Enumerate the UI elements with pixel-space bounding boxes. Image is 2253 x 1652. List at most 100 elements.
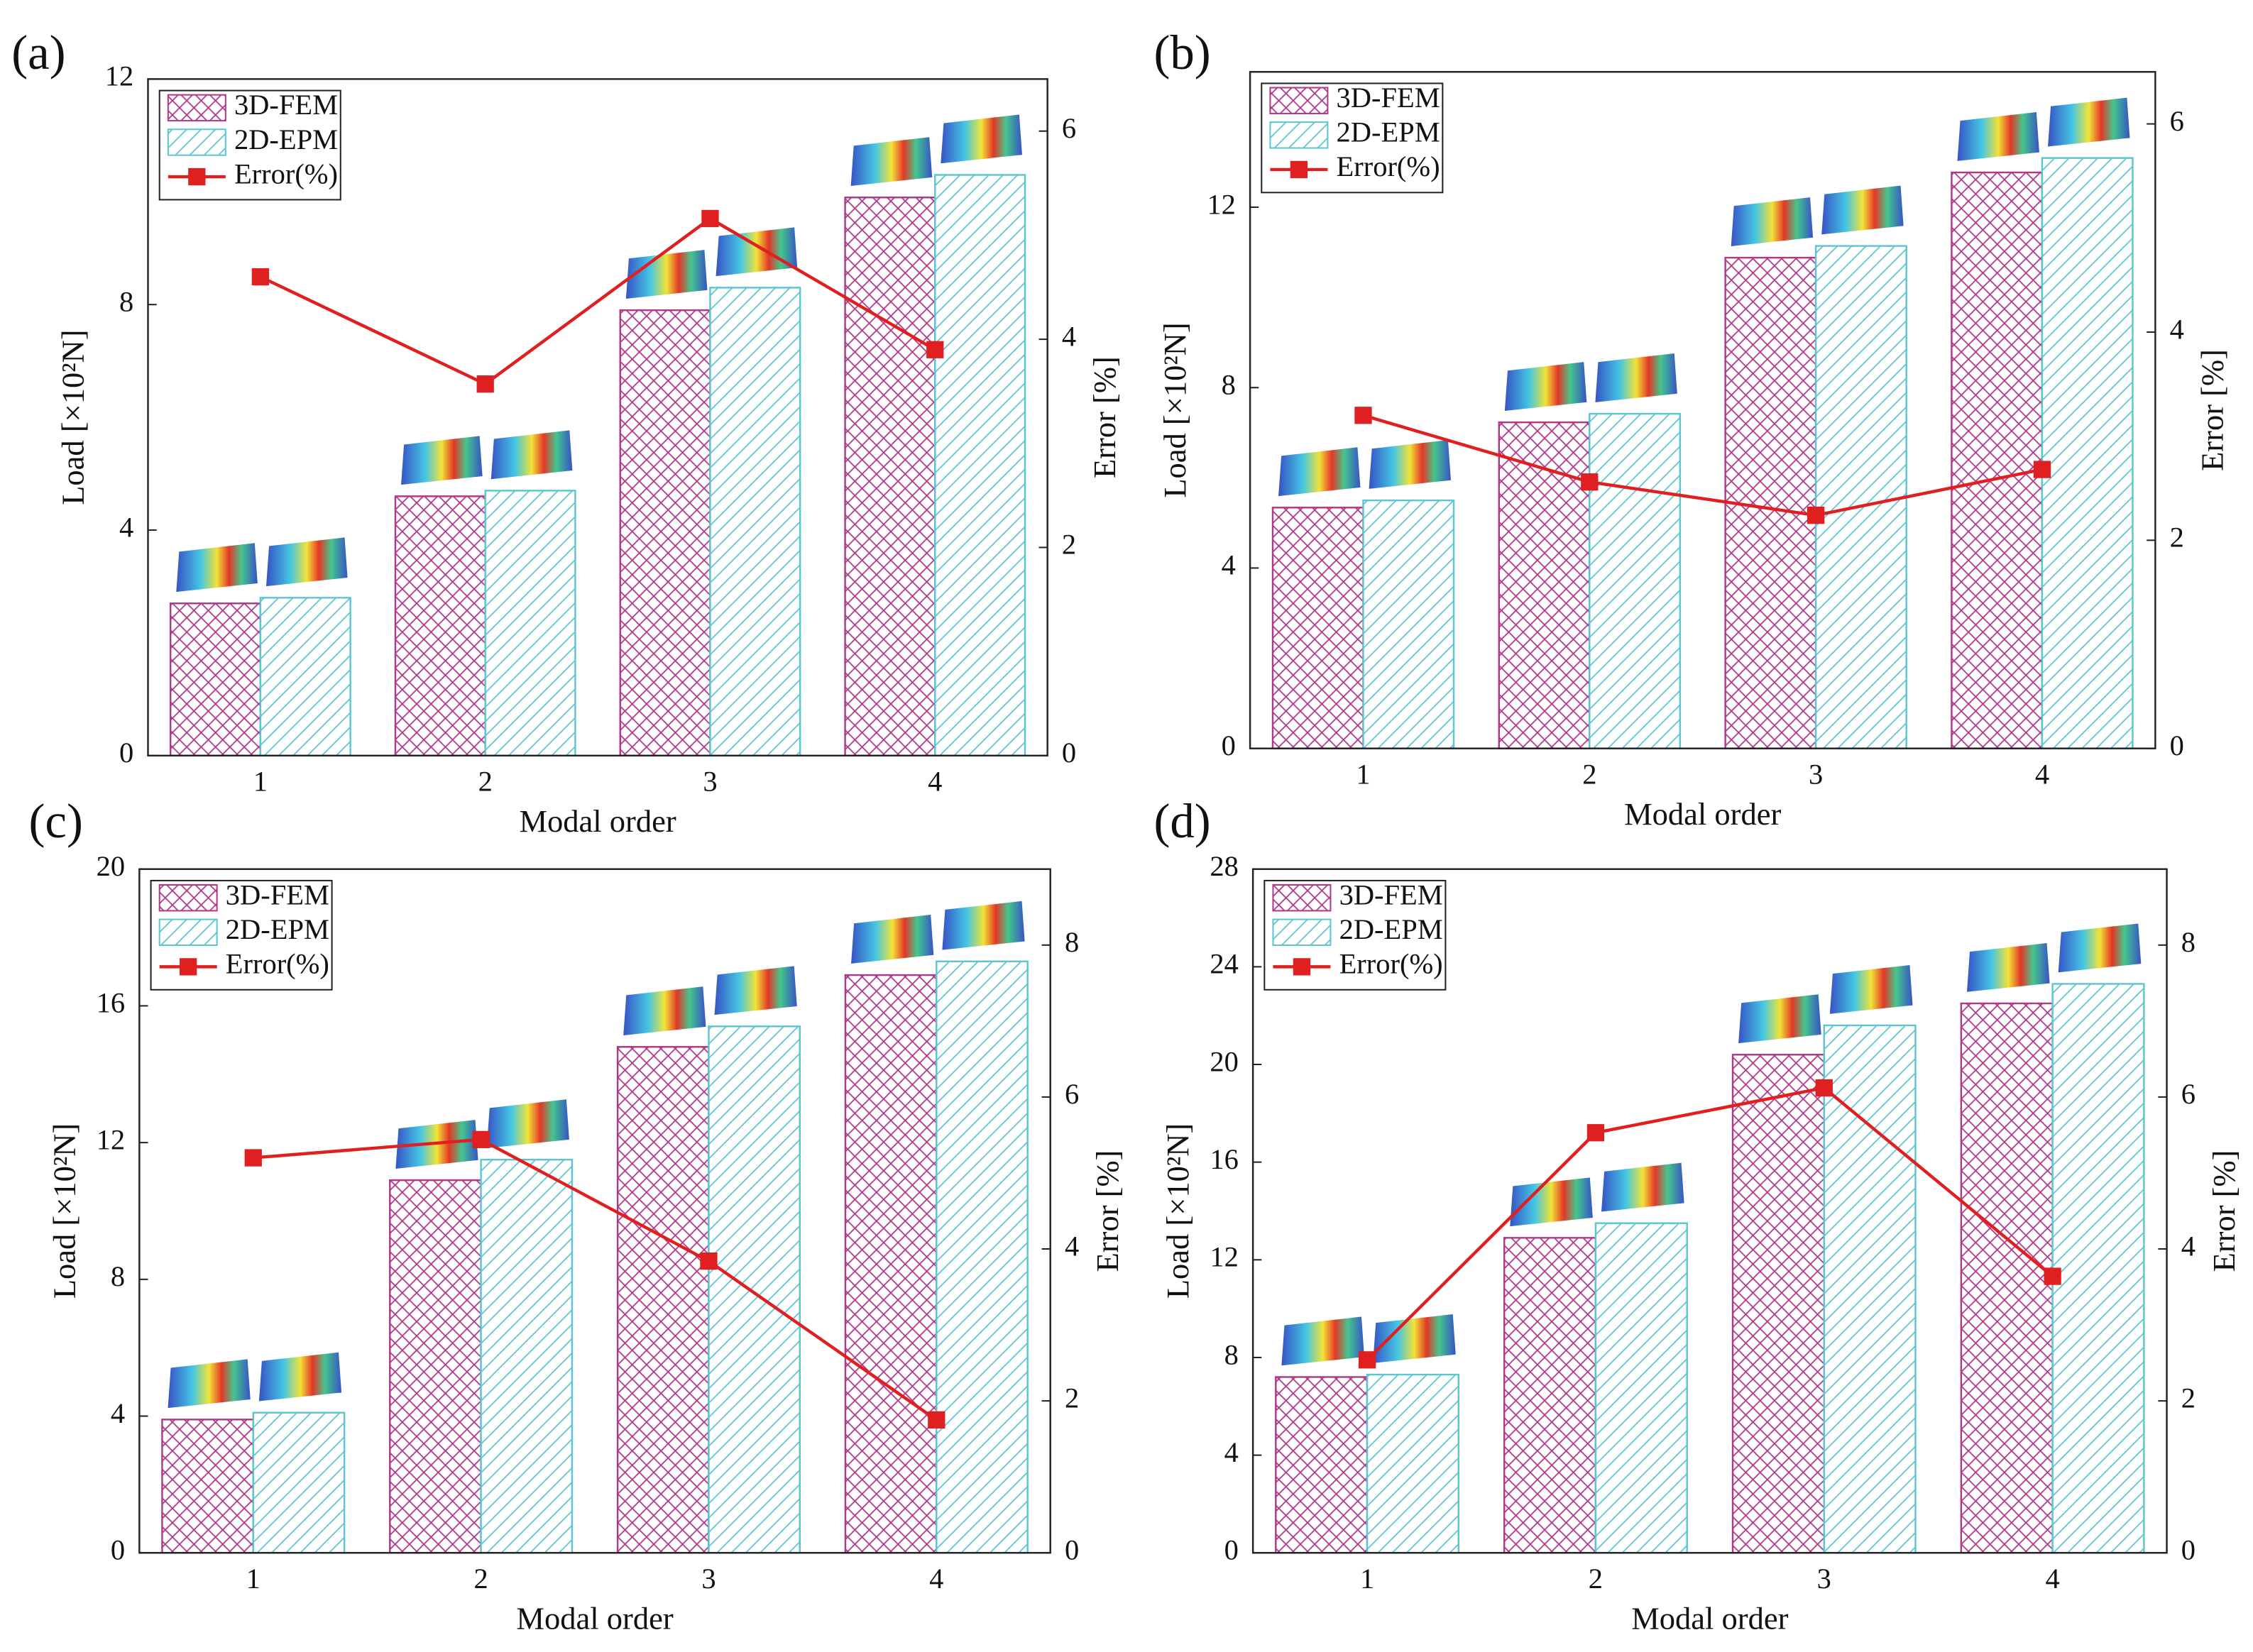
mode-shape-inset bbox=[1278, 447, 1361, 497]
y2-tick-label: 6 bbox=[1065, 1078, 1079, 1110]
legend-label: Error(%) bbox=[226, 948, 329, 980]
error-marker bbox=[244, 1149, 262, 1167]
y2-tick-label: 6 bbox=[2170, 105, 2184, 137]
error-marker bbox=[1581, 473, 1599, 491]
mode-shape-inset bbox=[1966, 942, 2050, 992]
y-tick-label: 12 bbox=[1207, 188, 1235, 220]
bar bbox=[708, 1025, 801, 1554]
bar bbox=[1951, 171, 2044, 749]
x-axis-label: Modal order bbox=[1631, 1601, 1788, 1636]
legend-label: 3D-FEM bbox=[1339, 879, 1443, 911]
bar bbox=[484, 490, 576, 757]
x-tick-label: 4 bbox=[928, 766, 942, 798]
y2-tick-label: 0 bbox=[1065, 1534, 1079, 1566]
error-marker bbox=[472, 1130, 490, 1149]
bar bbox=[2041, 157, 2134, 749]
x-tick-label: 2 bbox=[473, 1563, 488, 1595]
panel-label: (c) bbox=[28, 794, 82, 848]
y-tick-label: 0 bbox=[1224, 1534, 1239, 1566]
y-tick-label: 16 bbox=[97, 987, 125, 1019]
y2-tick-label: 0 bbox=[2181, 1534, 2196, 1566]
y-tick-label: 12 bbox=[105, 60, 133, 92]
bar bbox=[619, 309, 711, 757]
y-axis-label: Load [×10²N] bbox=[1160, 1123, 1195, 1299]
mode-shape-inset bbox=[942, 901, 1025, 950]
y2-tick-label: 4 bbox=[1065, 1230, 1079, 1262]
error-marker bbox=[928, 1411, 945, 1429]
error-marker bbox=[2033, 461, 2051, 478]
x-tick-label: 1 bbox=[253, 766, 268, 798]
y-tick-label: 16 bbox=[1210, 1143, 1238, 1175]
y-tick-label: 8 bbox=[119, 285, 133, 317]
y-tick-label: 24 bbox=[1210, 948, 1238, 980]
x-tick-label: 4 bbox=[929, 1563, 943, 1595]
y2-axis-label: Error [%] bbox=[1087, 356, 1122, 478]
mode-shape-inset bbox=[716, 227, 798, 277]
y-tick-label: 8 bbox=[1222, 369, 1236, 401]
y2-axis-label: Error [%] bbox=[2195, 349, 2230, 471]
plot-frame bbox=[147, 78, 1048, 757]
bar bbox=[934, 174, 1026, 757]
y-tick-label: 8 bbox=[111, 1260, 125, 1292]
y2-tick-label: 0 bbox=[2170, 729, 2184, 761]
x-tick-label: 2 bbox=[478, 766, 493, 798]
y2-tick-label: 2 bbox=[2181, 1382, 2196, 1414]
plot-frame bbox=[1251, 868, 2168, 1554]
bar bbox=[1275, 1376, 1369, 1554]
y2-tick-label: 6 bbox=[2181, 1078, 2196, 1110]
error-marker bbox=[1807, 506, 1825, 524]
legend-label: 2D-EPM bbox=[226, 913, 329, 945]
bar bbox=[1594, 1222, 1688, 1554]
y2-tick-label: 8 bbox=[2181, 926, 2196, 958]
mode-shape-inset bbox=[1821, 185, 1904, 235]
panel-label: (d) bbox=[1153, 794, 1210, 848]
bar bbox=[1731, 1054, 1825, 1554]
y2-tick-label: 2 bbox=[1062, 529, 1076, 561]
y-tick-label: 4 bbox=[1224, 1436, 1239, 1468]
y-tick-label: 12 bbox=[1210, 1241, 1238, 1273]
mode-shape-inset bbox=[490, 430, 573, 480]
legend-label: 2D-EPM bbox=[1339, 913, 1443, 945]
legend-swatch bbox=[1272, 883, 1332, 912]
bar bbox=[394, 495, 486, 757]
bar bbox=[389, 1179, 482, 1554]
y2-tick-label: 6 bbox=[1062, 112, 1076, 144]
y2-axis-label: Error [%] bbox=[1090, 1150, 1125, 1272]
y-tick-label: 8 bbox=[1224, 1338, 1239, 1370]
bar bbox=[1362, 499, 1455, 749]
legend-label: Error(%) bbox=[1337, 150, 1440, 182]
error-marker bbox=[476, 375, 494, 393]
x-axis-label: Modal order bbox=[516, 1601, 673, 1636]
error-marker bbox=[2044, 1267, 2061, 1285]
mode-shape-inset bbox=[1957, 111, 2039, 161]
y-tick-label: 12 bbox=[97, 1123, 125, 1155]
legend-marker bbox=[1290, 160, 1308, 179]
legend-marker bbox=[188, 167, 206, 186]
legend-swatch bbox=[167, 128, 226, 156]
y2-tick-label: 0 bbox=[1062, 737, 1076, 769]
mode-shape-inset bbox=[1510, 1177, 1593, 1227]
bar bbox=[1814, 245, 1907, 749]
error-marker bbox=[701, 209, 719, 228]
mode-shape-inset bbox=[1504, 362, 1587, 411]
bar bbox=[2051, 983, 2145, 1554]
mode-shape-inset bbox=[1829, 964, 1913, 1014]
x-axis-label: Modal order bbox=[519, 803, 676, 839]
error-line bbox=[1366, 1086, 2054, 1361]
mode-shape-inset bbox=[486, 1099, 569, 1149]
x-tick-label: 2 bbox=[1582, 758, 1596, 790]
mode-shape-inset bbox=[258, 1352, 342, 1402]
error-marker bbox=[926, 341, 944, 358]
y-tick-label: 4 bbox=[111, 1397, 125, 1429]
y-tick-label: 20 bbox=[97, 850, 125, 882]
bar bbox=[709, 287, 801, 757]
x-tick-label: 1 bbox=[1360, 1563, 1374, 1595]
bar bbox=[1498, 421, 1591, 749]
mode-shape-inset bbox=[1369, 440, 1451, 489]
mode-shape-inset bbox=[1731, 197, 1814, 246]
legend-swatch bbox=[1269, 87, 1329, 114]
mode-shape-inset bbox=[941, 114, 1022, 164]
mode-shape-inset bbox=[851, 915, 934, 964]
